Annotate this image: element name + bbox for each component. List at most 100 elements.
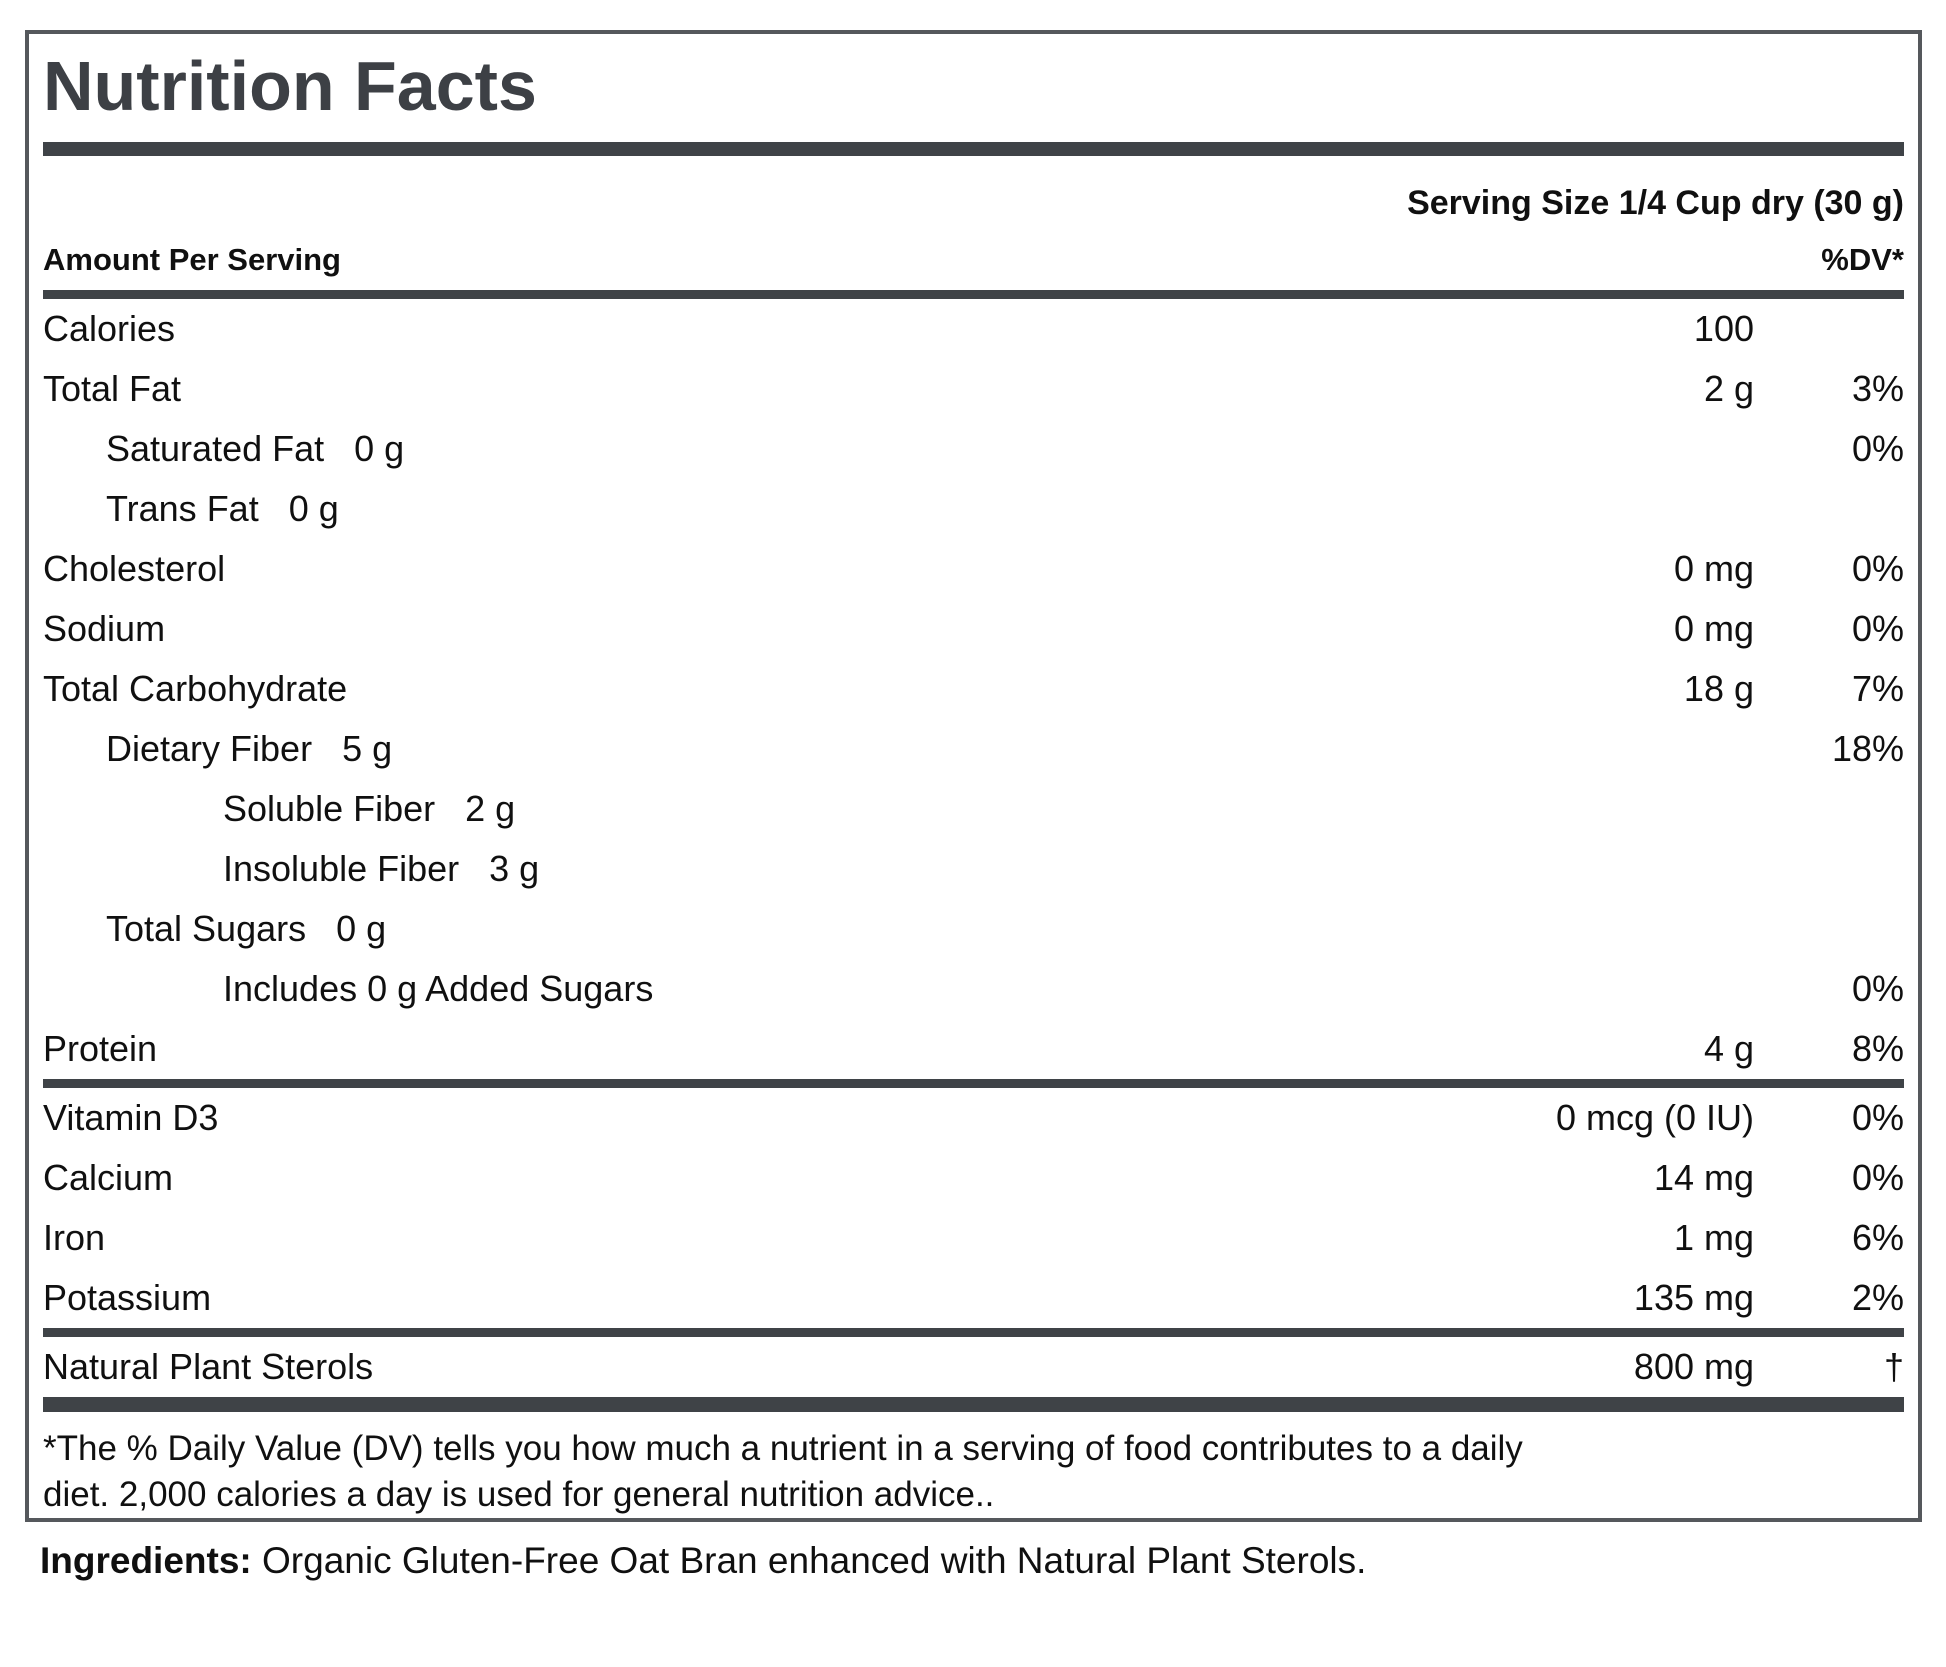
nutrient-dv: 0%: [1851, 1097, 1904, 1138]
nutrient-name: Includes 0 g Added Sugars: [223, 968, 654, 1009]
row-calories: Calories 100: [43, 299, 1904, 359]
title-divider-bar: [43, 142, 1904, 156]
nutrient-name: Trans Fat: [106, 488, 259, 529]
sterol-section: Natural Plant Sterols 800 mg †: [43, 1337, 1904, 1397]
row-sodium: Sodium 0 mg 0%: [43, 599, 1904, 659]
footnote-line-1: *The % Daily Value (DV) tells you how mu…: [43, 1429, 1523, 1468]
nutrient-rows: Calories 100 Total Fat 2 g 3% Saturated …: [43, 299, 1904, 1079]
row-potassium: Potassium 135 mg 2%: [43, 1268, 1904, 1328]
row-calcium: Calcium 14 mg 0%: [43, 1148, 1904, 1208]
row-iron: Iron 1 mg 6%: [43, 1208, 1904, 1268]
nutrient-name: Total Fat: [43, 368, 182, 409]
nutrient-name: Insoluble Fiber: [223, 848, 460, 889]
micronutrient-rows: Vitamin D3 0 mcg (0 IU) 0% Calcium 14 mg…: [43, 1088, 1904, 1328]
nutrient-name: Total Sugars: [106, 908, 307, 949]
nutrient-label: Cholesterol: [43, 539, 1424, 599]
nutrient-dv: 0%: [1851, 1157, 1904, 1198]
nutrient-dv: 8%: [1851, 1028, 1904, 1069]
ingredients-label: Ingredients:: [40, 1540, 252, 1581]
row-cholesterol: Cholesterol 0 mg 0%: [43, 539, 1904, 599]
nutrient-amount: 14 mg: [1653, 1157, 1754, 1198]
nutrient-label: Saturated Fat 0 g: [43, 419, 1424, 479]
nutrient-amount: 4 g: [1703, 1028, 1754, 1069]
nutrient-inline-amount: 2 g: [465, 788, 516, 829]
nutrient-label: Dietary Fiber 5 g: [43, 719, 1424, 779]
nutrient-dv: 2%: [1851, 1277, 1904, 1318]
nutrient-amount: 0 mg: [1673, 608, 1754, 649]
nutrient-inline-amount: 0 g: [336, 908, 387, 949]
row-total-carbohydrate: Total Carbohydrate 18 g 7%: [43, 659, 1904, 719]
row-added-sugars: Includes 0 g Added Sugars 0%: [43, 959, 1904, 1019]
ingredients-text: Organic Gluten-Free Oat Bran enhanced wi…: [251, 1540, 1367, 1581]
amount-per-serving-header: Amount Per Serving: [43, 242, 341, 277]
macro-micro-divider-bar: [43, 1079, 1904, 1088]
nutrient-label: Sodium: [43, 599, 1424, 659]
nutrient-amount: 800 mg: [1633, 1346, 1754, 1387]
nutrient-inline-amount: 0 g: [354, 428, 405, 469]
row-vitamin-d3: Vitamin D3 0 mcg (0 IU) 0%: [43, 1088, 1904, 1148]
nutrient-name: Dietary Fiber: [106, 728, 313, 769]
dagger-symbol: †: [1883, 1346, 1904, 1387]
daily-value-footnote: *The % Daily Value (DV) tells you how mu…: [43, 1426, 1904, 1518]
row-soluble-fiber: Soluble Fiber 2 g: [43, 779, 1904, 839]
nutrient-dv: 0%: [1851, 968, 1904, 1009]
nutrient-amount: 135 mg: [1633, 1277, 1754, 1318]
nutrient-dv: 0%: [1851, 428, 1904, 469]
nutrient-label: Natural Plant Sterols: [43, 1337, 1424, 1397]
nutrient-name: Calories: [43, 308, 176, 349]
nutrient-label: Includes 0 g Added Sugars: [43, 959, 1424, 1019]
panel-title: Nutrition Facts: [43, 47, 537, 125]
nutrient-name: Iron: [43, 1217, 106, 1258]
sterols-divider-bar: [43, 1328, 1904, 1337]
nutrient-inline-amount: 0 g: [288, 488, 339, 529]
header-divider-bar: [43, 290, 1904, 299]
nutrient-name: Natural Plant Sterols: [43, 1346, 374, 1387]
nutrient-dv: 7%: [1851, 668, 1904, 709]
nutrient-name: Cholesterol: [43, 548, 226, 589]
nutrient-label: Protein: [43, 1019, 1424, 1079]
nutrient-label: Total Sugars 0 g: [43, 899, 1424, 959]
nutrient-label: Vitamin D3: [43, 1088, 1424, 1148]
nutrient-dv: 0%: [1851, 608, 1904, 649]
nutrient-dv: 3%: [1851, 368, 1904, 409]
row-insoluble-fiber: Insoluble Fiber 3 g: [43, 839, 1904, 899]
nutrient-label: Insoluble Fiber 3 g: [43, 839, 1424, 899]
row-saturated-fat: Saturated Fat 0 g 0%: [43, 419, 1904, 479]
row-total-fat: Total Fat 2 g 3%: [43, 359, 1904, 419]
nutrient-amount: 1 mg: [1673, 1217, 1754, 1258]
nutrient-label: Iron: [43, 1208, 1424, 1268]
nutrient-name: Sodium: [43, 608, 166, 649]
nutrient-name: Vitamin D3: [43, 1097, 219, 1138]
row-protein: Protein 4 g 8%: [43, 1019, 1904, 1079]
nutrient-label: Calories: [43, 299, 1424, 359]
footnote-line-2: diet. 2,000 calories a day is used for g…: [43, 1475, 995, 1514]
ingredients-line: Ingredients: Organic Gluten-Free Oat Bra…: [40, 1538, 1366, 1584]
nutrient-label: Total Carbohydrate: [43, 659, 1424, 719]
nutrient-amount: 100: [1693, 308, 1754, 349]
row-natural-plant-sterols: Natural Plant Sterols 800 mg †: [43, 1337, 1904, 1397]
column-header-row: Amount Per Serving %DV*: [43, 240, 1904, 290]
nutrient-amount: 0 mg: [1673, 548, 1754, 589]
percent-dv-header: %DV*: [1821, 242, 1904, 277]
row-dietary-fiber: Dietary Fiber 5 g 18%: [43, 719, 1904, 779]
footnote-divider-bar: [43, 1397, 1904, 1412]
serving-size: Serving Size 1/4 Cup dry (30 g): [1407, 184, 1904, 222]
nutrient-name: Saturated Fat: [106, 428, 325, 469]
nutrient-label: Total Fat: [43, 359, 1424, 419]
nutrient-label: Potassium: [43, 1268, 1424, 1328]
nutrient-name: Potassium: [43, 1277, 212, 1318]
nutrient-dv: 0%: [1851, 548, 1904, 589]
row-trans-fat: Trans Fat 0 g: [43, 479, 1904, 539]
nutrient-dv: 18%: [1831, 728, 1904, 769]
nutrient-name: Soluble Fiber: [223, 788, 436, 829]
nutrient-dv: 6%: [1851, 1217, 1904, 1258]
nutrient-amount: 2 g: [1703, 368, 1754, 409]
nutrient-label: Trans Fat 0 g: [43, 479, 1424, 539]
nutrient-name: Total Carbohydrate: [43, 668, 348, 709]
row-total-sugars: Total Sugars 0 g: [43, 899, 1904, 959]
nutrient-amount: 0 mcg (0 IU): [1555, 1097, 1754, 1138]
nutrient-label: Soluble Fiber 2 g: [43, 779, 1424, 839]
nutrient-inline-amount: 5 g: [342, 728, 393, 769]
nutrient-name: Calcium: [43, 1157, 174, 1198]
nutrient-name: Protein: [43, 1028, 158, 1069]
